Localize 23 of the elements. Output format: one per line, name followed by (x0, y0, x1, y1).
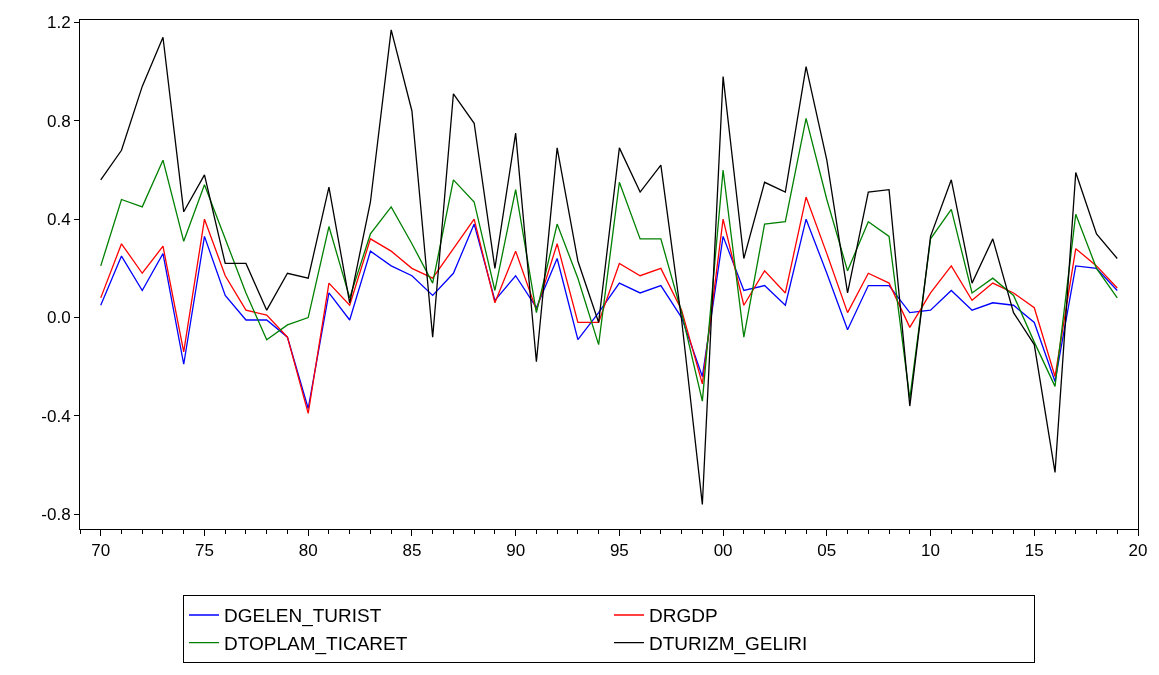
y-tick-label: -0.8 (41, 505, 71, 525)
x-tick-label: 20 (1128, 541, 1148, 561)
y-tick-label: 0.4 (46, 210, 71, 230)
legend-label: DGELEN_TURIST (224, 605, 382, 628)
legend-label: DTURIZM_GELIRI (649, 633, 808, 656)
line-series (100, 117, 1118, 402)
x-tick-label: 85 (402, 541, 422, 561)
y-tick-label: -0.4 (41, 406, 71, 426)
x-tick-label: 00 (713, 541, 733, 561)
x-tick-label: 80 (298, 541, 318, 561)
line-series (100, 29, 1118, 506)
x-tick-label: 70 (91, 541, 111, 561)
y-tick-label: 1.2 (46, 13, 71, 33)
x-tick-label: 15 (1024, 541, 1044, 561)
x-tick-label: 10 (921, 541, 941, 561)
x-tick-label: 95 (609, 541, 629, 561)
legend-label: DTOPLAM_TICARET (224, 633, 408, 656)
y-tick-label: 0.0 (46, 308, 71, 328)
x-tick-label: 05 (817, 541, 837, 561)
x-tick-label: 75 (195, 541, 214, 561)
x-tick-label: 90 (506, 541, 526, 561)
legend-label: DRGDP (649, 605, 718, 627)
y-tick-label: 0.8 (46, 111, 71, 131)
